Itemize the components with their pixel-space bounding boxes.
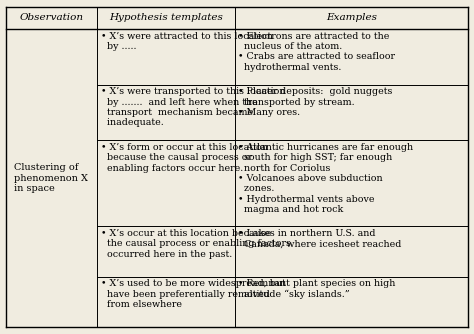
Text: • Placer deposits:  gold nuggets
  transported by stream.
• Many ores.: • Placer deposits: gold nuggets transpor…	[238, 87, 393, 117]
Text: • Electrons are attracted to the
  nucleus of the atom.
• Crabs are attracted to: • Electrons are attracted to the nucleus…	[238, 32, 395, 72]
Text: Hypothesis templates: Hypothesis templates	[109, 13, 223, 22]
Text: • X’s used to be more widespread, but
  have been preferentially removed
  from : • X’s used to be more widespread, but ha…	[101, 280, 286, 309]
Text: • X’s were transported to this location
  by .......  and left here when the
  t: • X’s were transported to this location …	[101, 87, 285, 128]
Text: • X’s were attracted to this location
  by .....: • X’s were attracted to this location by…	[101, 32, 273, 51]
Text: • X’s occur at this location because
  the causal process or enabling factors
  : • X’s occur at this location because the…	[101, 229, 291, 259]
Text: Clustering of
phenomenon X
in space: Clustering of phenomenon X in space	[15, 163, 89, 193]
Text: • Lakes in northern U.S. and
  Canada, where icesheet reached: • Lakes in northern U.S. and Canada, whe…	[238, 229, 402, 248]
Text: Observation: Observation	[19, 13, 83, 22]
Text: • X’s form or occur at this location
  because the causal process or
  enabling : • X’s form or occur at this location bec…	[101, 143, 268, 173]
Text: • Atlantic hurricanes are far enough
  south for high SST; far enough
  north fo: • Atlantic hurricanes are far enough sou…	[238, 143, 414, 214]
Text: Examples: Examples	[326, 13, 377, 22]
Text: • Remnant plant species on high
  altitude “sky islands.”: • Remnant plant species on high altitude…	[238, 280, 396, 299]
